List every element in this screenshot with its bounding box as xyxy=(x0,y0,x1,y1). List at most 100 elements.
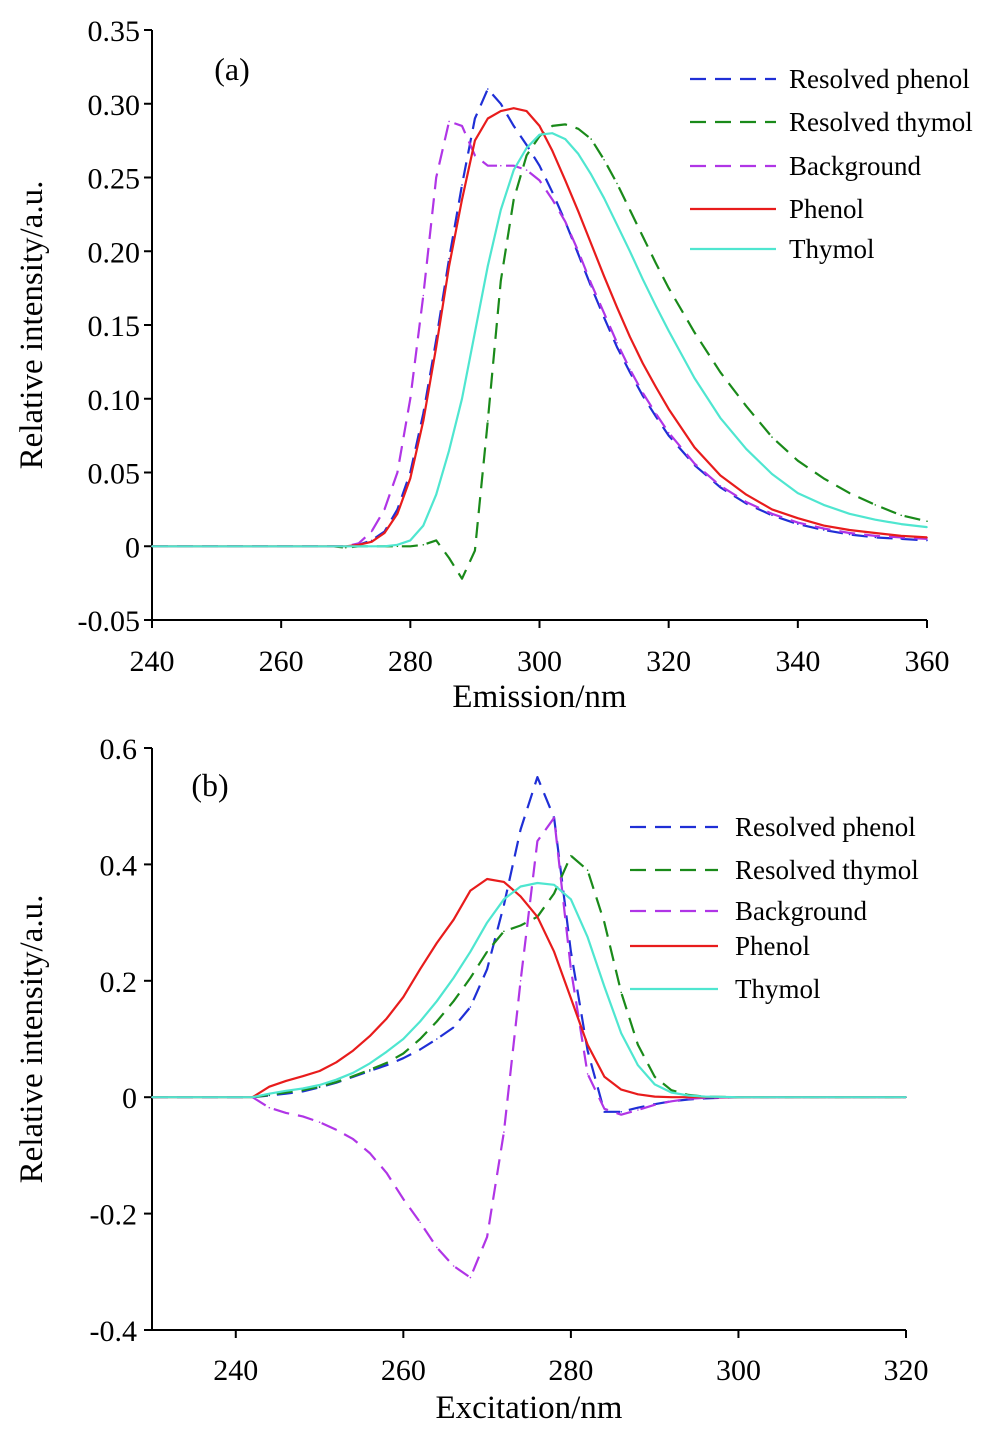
data-point xyxy=(370,545,373,548)
data-point xyxy=(570,968,572,970)
data-point xyxy=(385,1064,388,1066)
data-point xyxy=(352,1049,354,1052)
y-tick-label: -0.05 xyxy=(78,605,141,638)
data-point xyxy=(268,1106,271,1109)
data-point xyxy=(503,930,505,933)
data-point xyxy=(590,138,592,140)
data-point xyxy=(797,459,799,462)
data-point xyxy=(538,164,541,167)
y-tick-label: 0.20 xyxy=(88,236,141,269)
data-point xyxy=(719,371,722,374)
data-point xyxy=(536,916,539,918)
data-point xyxy=(352,1075,354,1077)
data-point xyxy=(448,557,450,559)
x-tick-label: 320 xyxy=(646,645,691,678)
data-point xyxy=(577,128,580,130)
data-point xyxy=(302,1115,304,1118)
data-point xyxy=(570,854,572,857)
data-point xyxy=(616,182,618,185)
data-point xyxy=(637,1109,639,1111)
data-point xyxy=(448,265,450,267)
data-point xyxy=(577,253,580,255)
data-point xyxy=(335,1129,338,1131)
data-point xyxy=(822,527,825,530)
data-point xyxy=(629,336,631,338)
series-points xyxy=(151,120,928,548)
data-point xyxy=(655,412,657,415)
data-point xyxy=(822,477,825,480)
data-point xyxy=(436,1038,438,1040)
legend: Resolved phenol Resolved thymol Background… xyxy=(630,812,919,1004)
data-point xyxy=(352,1072,354,1074)
x-tick-label: 340 xyxy=(775,645,820,678)
data-point xyxy=(469,1276,472,1279)
data-point xyxy=(687,1094,689,1097)
data-point xyxy=(536,882,539,884)
data-point xyxy=(419,1038,421,1040)
chart-panel-a: -0.05 0 0.05 0.10 0.15 0.20 0.25 0.30 0.35 240 260… xyxy=(14,15,973,715)
data-point xyxy=(771,436,773,438)
legend-label: Resolved phenol xyxy=(735,812,916,842)
data-point xyxy=(590,243,592,245)
legend-label: Resolved thymol xyxy=(789,107,973,137)
data-point xyxy=(500,103,502,105)
data-point xyxy=(487,164,489,167)
data-point xyxy=(603,921,606,924)
data-point xyxy=(285,1091,287,1094)
data-point xyxy=(629,250,631,253)
data-point xyxy=(318,1121,321,1123)
data-point xyxy=(667,408,670,410)
data-point xyxy=(704,1095,706,1098)
y-tick-label: 0 xyxy=(122,1082,137,1115)
data-point xyxy=(385,1062,388,1064)
x-tick-label: 280 xyxy=(548,1354,593,1387)
data-point xyxy=(655,262,657,264)
data-point xyxy=(302,1089,304,1091)
data-point xyxy=(436,942,438,944)
data-point xyxy=(500,110,502,112)
data-point xyxy=(461,125,463,127)
data-point xyxy=(642,362,644,365)
data-point xyxy=(553,950,555,953)
y-tick-label: 0.4 xyxy=(100,849,138,882)
data-point xyxy=(590,173,592,176)
data-point xyxy=(452,1000,455,1002)
data-point xyxy=(900,514,902,517)
data-point xyxy=(512,169,515,171)
data-point xyxy=(670,1100,673,1103)
data-point xyxy=(745,501,747,503)
data-point xyxy=(436,1000,438,1002)
data-point xyxy=(409,539,412,542)
data-point xyxy=(745,493,747,496)
legend-label: Phenol xyxy=(735,931,810,961)
data-point xyxy=(335,1078,338,1081)
data-point xyxy=(448,120,450,123)
x-tick-label: 260 xyxy=(381,1354,426,1387)
series-line-thymol xyxy=(152,881,906,1099)
data-point xyxy=(151,545,153,548)
data-point xyxy=(335,1081,338,1083)
data-point xyxy=(385,1172,388,1174)
data-point xyxy=(564,179,567,182)
data-point xyxy=(590,282,592,285)
series-line-background xyxy=(152,816,906,1279)
y-tick-label: -0.2 xyxy=(90,1199,138,1232)
data-point xyxy=(383,532,386,534)
series-line-resolved-thymol xyxy=(152,854,906,1099)
data-point xyxy=(402,1198,405,1200)
data-point xyxy=(874,518,877,521)
y-tick-label: 0.10 xyxy=(88,384,141,417)
data-point xyxy=(667,287,670,289)
data-point xyxy=(525,169,528,171)
data-point xyxy=(469,950,472,953)
data-point xyxy=(500,209,502,211)
data-point xyxy=(848,532,851,534)
data-point xyxy=(370,541,373,543)
x-tick-label: 240 xyxy=(213,1354,258,1387)
data-point xyxy=(551,198,554,201)
data-point xyxy=(822,524,825,527)
data-point xyxy=(667,434,670,437)
data-point xyxy=(874,535,877,537)
data-point xyxy=(435,346,438,348)
data-point xyxy=(435,539,438,542)
